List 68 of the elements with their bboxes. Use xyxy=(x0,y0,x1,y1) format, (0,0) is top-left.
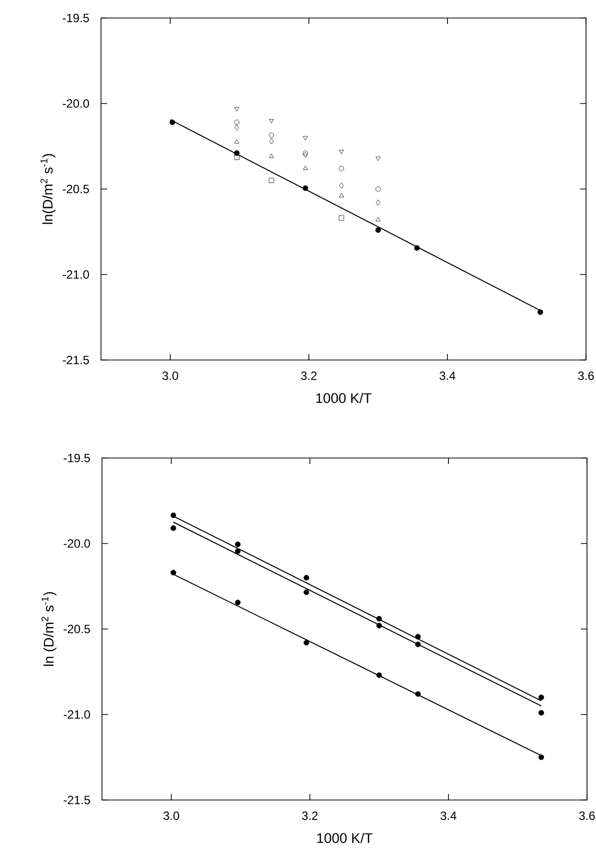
point xyxy=(302,185,308,191)
point xyxy=(303,152,308,158)
point xyxy=(302,136,308,140)
point xyxy=(338,215,344,221)
point xyxy=(304,574,310,580)
y-tick-label: -21.0 xyxy=(62,270,90,279)
point xyxy=(234,124,240,130)
y-tick-label: -21.0 xyxy=(64,710,90,719)
point xyxy=(415,634,421,640)
point xyxy=(170,570,176,576)
point xyxy=(375,227,381,233)
x-tick-label: 3.2 xyxy=(301,372,317,380)
point xyxy=(234,154,240,160)
point xyxy=(538,710,544,716)
point xyxy=(304,640,310,646)
point xyxy=(376,186,381,192)
point xyxy=(268,132,274,138)
x-tick-label: 3.4 xyxy=(440,812,456,820)
point xyxy=(338,150,344,154)
y-axis-title: ln (D/m$^{2}$ s$^{-1}$) xyxy=(41,592,56,666)
y-tick-label: -20.5 xyxy=(62,184,89,194)
point xyxy=(235,542,241,548)
y-tick-label: -20.0 xyxy=(64,539,90,548)
point xyxy=(269,138,274,144)
point xyxy=(235,600,241,606)
y-tick-label: -21.5 xyxy=(64,796,90,804)
point xyxy=(414,245,420,251)
x-tick-label: 3.4 xyxy=(440,372,456,380)
point xyxy=(269,154,274,158)
point xyxy=(415,642,421,648)
point xyxy=(170,525,176,531)
y-tick-label: -21.5 xyxy=(62,356,89,364)
point xyxy=(376,622,382,628)
y-tick-label: -19.5 xyxy=(62,14,89,22)
point xyxy=(376,156,381,162)
point xyxy=(415,691,421,697)
point xyxy=(376,672,382,678)
x-axis-title: 1000 K/T xyxy=(316,392,372,404)
point xyxy=(538,694,544,700)
point xyxy=(538,754,544,760)
point xyxy=(376,200,380,206)
point xyxy=(376,616,382,622)
point xyxy=(338,166,344,172)
point xyxy=(268,178,274,184)
point xyxy=(302,166,308,170)
x-tick-label: 3.6 xyxy=(579,812,595,820)
point xyxy=(170,120,176,126)
y-axis-title: ln(D/m$^{2}$ s$^{-1}$) xyxy=(40,154,56,224)
point xyxy=(302,150,308,156)
x-tick-label: 3.6 xyxy=(578,372,594,380)
point xyxy=(234,107,240,112)
point xyxy=(235,548,241,554)
y-tick-label: -20.0 xyxy=(62,99,90,108)
point xyxy=(234,139,240,144)
y-tick-label: -20.5 xyxy=(64,624,90,634)
point xyxy=(269,119,274,124)
point xyxy=(170,512,176,518)
x-tick-label: 3.0 xyxy=(163,812,180,820)
point xyxy=(339,182,344,189)
x-axis-title: 1000 K/T xyxy=(317,832,372,844)
x-tick-label: 3.2 xyxy=(302,812,318,820)
point xyxy=(304,589,310,596)
x-tick-label: 3.0 xyxy=(162,372,178,380)
y-tick-label: -19.5 xyxy=(64,454,90,462)
point xyxy=(376,216,381,222)
point xyxy=(234,120,240,125)
point xyxy=(537,309,544,315)
point xyxy=(338,193,344,198)
